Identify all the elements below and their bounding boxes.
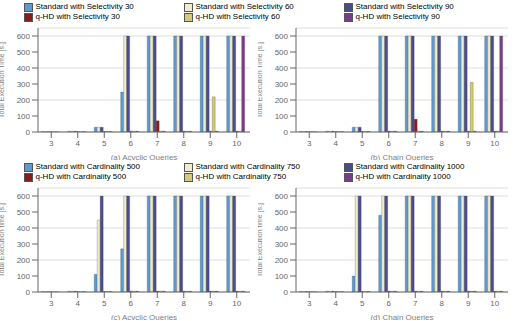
svg-text:Total Execution Time [s.]: Total Execution Time [s.]	[0, 42, 6, 118]
svg-text:600: 600	[17, 32, 31, 41]
svg-text:8: 8	[182, 139, 187, 148]
svg-text:Total Execution Time [s.]: Total Execution Time [s.]	[258, 42, 264, 118]
svg-text:0: 0	[284, 288, 289, 297]
svg-text:200: 200	[275, 256, 289, 265]
svg-text:200: 200	[275, 96, 289, 105]
svg-text:0: 0	[284, 128, 289, 137]
svg-text:4: 4	[334, 299, 339, 308]
svg-text:0: 0	[26, 288, 31, 297]
svg-text:10: 10	[232, 299, 241, 308]
svg-text:3: 3	[307, 139, 312, 148]
svg-text:(d) Chain Queries: (d) Chain Queries	[370, 313, 433, 320]
html-text:q-HD with Cardinality 1000: q-HD with Cardinality 1000	[355, 172, 451, 181]
svg-text:5: 5	[102, 139, 107, 148]
svg-text:(a) Acyclic Queries: (a) Acyclic Queries	[111, 153, 178, 160]
svg-text:5: 5	[360, 139, 365, 148]
html-text:Standard with Cardinality 500: Standard with Cardinality 500	[35, 162, 140, 171]
svg-text:600: 600	[275, 192, 289, 201]
svg-text:9: 9	[208, 139, 213, 148]
svg-text:4: 4	[76, 139, 81, 148]
html-text:q-HD with Selectivity 60: q-HD with Selectivity 60	[195, 12, 280, 21]
svg-text:7: 7	[155, 139, 160, 148]
svg-text:100: 100	[17, 112, 31, 121]
svg-text:Total Execution time [s.]: Total Execution time [s.]	[0, 203, 6, 277]
html-text:q-HD with Cardinality 750: q-HD with Cardinality 750	[195, 172, 287, 181]
svg-text:10: 10	[490, 299, 499, 308]
html-text:q-HD with Selectivity 90: q-HD with Selectivity 90	[355, 12, 440, 21]
svg-text:6: 6	[387, 299, 392, 308]
svg-text:300: 300	[17, 80, 31, 89]
svg-text:7: 7	[155, 299, 160, 308]
html-text:Standard with Selectivity 30: Standard with Selectivity 30	[35, 2, 134, 11]
html-text:Standard with Cardinality 1000: Standard with Cardinality 1000	[355, 162, 465, 171]
svg-text:400: 400	[17, 64, 31, 73]
html-text:q-HD with Selectivity 30: q-HD with Selectivity 30	[35, 12, 120, 21]
svg-text:3: 3	[49, 139, 54, 148]
svg-text:6: 6	[387, 139, 392, 148]
svg-text:4: 4	[76, 299, 81, 308]
svg-text:10: 10	[232, 139, 241, 148]
svg-text:5: 5	[360, 299, 365, 308]
svg-text:Total Execution time [s.]: Total Execution time [s.]	[258, 203, 264, 277]
svg-text:3: 3	[307, 299, 312, 308]
svg-text:10: 10	[490, 139, 499, 148]
svg-text:600: 600	[275, 32, 289, 41]
svg-text:100: 100	[275, 272, 289, 281]
svg-text:300: 300	[275, 240, 289, 249]
svg-text:8: 8	[182, 299, 187, 308]
svg-text:6: 6	[129, 139, 134, 148]
svg-text:(b) Chain Queries: (b) Chain Queries	[370, 153, 433, 160]
svg-text:0: 0	[26, 128, 31, 137]
svg-text:500: 500	[275, 48, 289, 57]
svg-text:100: 100	[275, 112, 289, 121]
svg-text:500: 500	[275, 208, 289, 217]
svg-text:300: 300	[275, 80, 289, 89]
svg-text:600: 600	[17, 192, 31, 201]
svg-text:7: 7	[413, 139, 418, 148]
svg-text:7: 7	[413, 299, 418, 308]
html-text:Standard with Cardinality 750: Standard with Cardinality 750	[195, 162, 300, 171]
html-text:Standard with Selectivity 60: Standard with Selectivity 60	[195, 2, 294, 11]
svg-text:100: 100	[17, 272, 31, 281]
svg-text:3: 3	[49, 299, 54, 308]
svg-text:200: 200	[17, 96, 31, 105]
svg-text:4: 4	[334, 139, 339, 148]
svg-text:200: 200	[17, 256, 31, 265]
svg-text:9: 9	[466, 299, 471, 308]
svg-text:5: 5	[102, 299, 107, 308]
svg-text:400: 400	[275, 224, 289, 233]
svg-text:400: 400	[17, 224, 31, 233]
svg-text:500: 500	[17, 48, 31, 57]
svg-text:9: 9	[208, 299, 213, 308]
svg-text:(c) Acyclic Queries: (c) Acyclic Queries	[111, 313, 177, 320]
svg-text:9: 9	[466, 139, 471, 148]
html-text:q-HD with Cardinality 500: q-HD with Cardinality 500	[35, 172, 127, 181]
svg-text:500: 500	[17, 208, 31, 217]
html-text:Standard with Selectivity 90: Standard with Selectivity 90	[355, 2, 454, 11]
svg-text:400: 400	[275, 64, 289, 73]
svg-text:8: 8	[440, 299, 445, 308]
svg-text:8: 8	[440, 139, 445, 148]
svg-text:300: 300	[17, 240, 31, 249]
svg-text:6: 6	[129, 299, 134, 308]
